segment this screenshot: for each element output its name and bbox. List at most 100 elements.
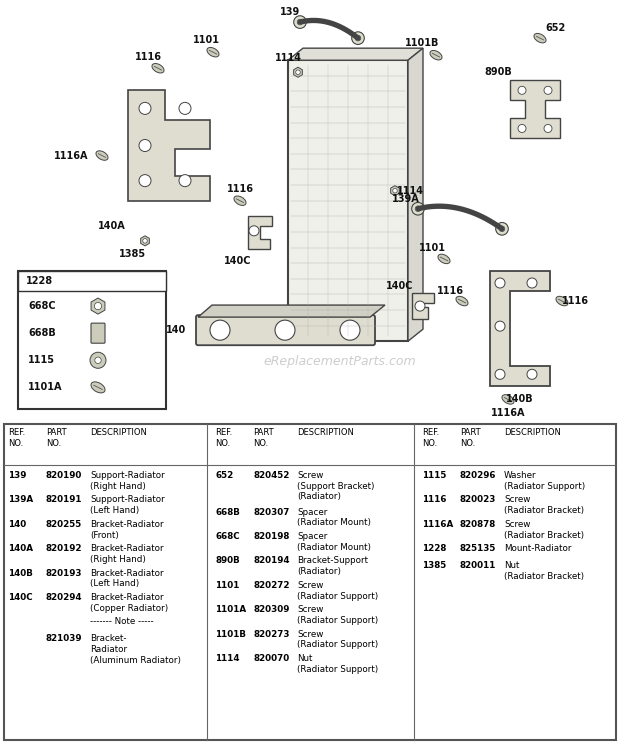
Text: DESCRIPTION: DESCRIPTION — [90, 429, 147, 437]
Circle shape — [495, 278, 505, 288]
Circle shape — [415, 301, 425, 311]
Circle shape — [179, 103, 191, 115]
Text: 820190: 820190 — [46, 471, 82, 480]
Text: 1101B: 1101B — [405, 38, 439, 48]
Text: PART
NO.: PART NO. — [460, 429, 481, 448]
Text: 140B: 140B — [506, 394, 534, 405]
Polygon shape — [288, 48, 423, 60]
Text: 1115: 1115 — [422, 471, 446, 480]
Ellipse shape — [534, 33, 546, 43]
Text: 652: 652 — [215, 471, 233, 480]
Ellipse shape — [456, 296, 468, 306]
Text: 139: 139 — [8, 471, 27, 480]
Text: 1116: 1116 — [436, 286, 464, 296]
Text: 820070: 820070 — [253, 654, 290, 663]
Circle shape — [143, 239, 148, 243]
Ellipse shape — [207, 48, 219, 57]
Text: 1101: 1101 — [192, 35, 219, 45]
Polygon shape — [141, 236, 149, 246]
Text: Bracket-Radiator
(Copper Radiator): Bracket-Radiator (Copper Radiator) — [90, 593, 168, 613]
Text: 820309: 820309 — [253, 606, 290, 615]
Text: 1101B: 1101B — [215, 629, 246, 638]
Text: 668B: 668B — [215, 507, 240, 516]
Text: Spacer
(Radiator Mount): Spacer (Radiator Mount) — [297, 532, 371, 552]
FancyBboxPatch shape — [4, 424, 616, 740]
Text: 1114: 1114 — [397, 186, 423, 196]
Text: 1116A: 1116A — [422, 520, 453, 529]
Text: 820193: 820193 — [46, 568, 82, 577]
Text: Screw
(Radiator Support): Screw (Radiator Support) — [297, 581, 378, 600]
Text: 825135: 825135 — [460, 544, 497, 554]
Text: 820255: 820255 — [46, 520, 82, 529]
Ellipse shape — [438, 254, 450, 263]
Polygon shape — [248, 216, 272, 249]
Circle shape — [275, 320, 295, 340]
Text: 821039: 821039 — [46, 635, 82, 644]
Text: Nut
(Radiator Bracket): Nut (Radiator Bracket) — [504, 561, 584, 581]
Text: 1385: 1385 — [422, 561, 446, 570]
Circle shape — [499, 226, 505, 231]
Polygon shape — [510, 80, 560, 138]
Ellipse shape — [152, 63, 164, 73]
Text: 140A: 140A — [98, 221, 126, 231]
Text: 139A: 139A — [392, 193, 420, 204]
Text: 820273: 820273 — [253, 629, 290, 638]
Circle shape — [412, 202, 424, 215]
Text: 820192: 820192 — [46, 544, 82, 554]
Circle shape — [495, 321, 505, 331]
Text: Washer
(Radiator Support): Washer (Radiator Support) — [504, 471, 585, 491]
Text: 820023: 820023 — [460, 496, 497, 504]
Text: 820296: 820296 — [460, 471, 497, 480]
Text: 820011: 820011 — [460, 561, 497, 570]
Circle shape — [297, 19, 303, 25]
Text: 1114: 1114 — [215, 654, 239, 663]
Text: 1101A: 1101A — [28, 382, 63, 392]
Text: 140C: 140C — [224, 256, 252, 266]
Text: REF.
NO.: REF. NO. — [8, 429, 25, 448]
Text: Screw
(Radiator Support): Screw (Radiator Support) — [297, 606, 378, 625]
Circle shape — [355, 35, 361, 41]
Text: 139: 139 — [280, 7, 300, 17]
Text: DESCRIPTION: DESCRIPTION — [504, 429, 561, 437]
Text: eReplacementParts.com: eReplacementParts.com — [264, 355, 416, 368]
Text: Bracket-Radiator
(Right Hand): Bracket-Radiator (Right Hand) — [90, 544, 164, 564]
FancyBboxPatch shape — [18, 271, 166, 291]
FancyBboxPatch shape — [18, 271, 166, 409]
Text: 820198: 820198 — [253, 532, 290, 541]
Text: Screw
(Radiator Support): Screw (Radiator Support) — [297, 629, 378, 650]
Polygon shape — [391, 186, 399, 196]
Text: 1116: 1116 — [135, 52, 161, 62]
Text: 140B: 140B — [8, 568, 33, 577]
Circle shape — [495, 369, 505, 379]
Circle shape — [95, 357, 101, 364]
Text: REF.
NO.: REF. NO. — [422, 429, 439, 448]
Text: 140: 140 — [166, 325, 186, 335]
FancyBboxPatch shape — [288, 60, 408, 341]
Text: 820307: 820307 — [253, 507, 290, 516]
Text: REF.
NO.: REF. NO. — [215, 429, 232, 448]
Text: Spacer
(Radiator Mount): Spacer (Radiator Mount) — [297, 507, 371, 527]
Text: 1101: 1101 — [418, 243, 446, 253]
Circle shape — [518, 124, 526, 132]
Ellipse shape — [556, 296, 568, 306]
Circle shape — [415, 206, 421, 211]
Text: 1116: 1116 — [226, 184, 254, 193]
FancyBboxPatch shape — [91, 323, 105, 343]
Text: 820194: 820194 — [253, 557, 290, 565]
Text: Support-Radiator
(Left Hand): Support-Radiator (Left Hand) — [90, 496, 165, 515]
Text: 1116: 1116 — [422, 496, 446, 504]
Ellipse shape — [91, 382, 105, 393]
Text: 140A: 140A — [8, 544, 33, 554]
Text: 890B: 890B — [215, 557, 240, 565]
Ellipse shape — [96, 151, 108, 160]
Text: 668B: 668B — [28, 328, 56, 339]
Text: DESCRIPTION: DESCRIPTION — [297, 429, 354, 437]
Text: 1116: 1116 — [562, 296, 588, 306]
Polygon shape — [128, 90, 210, 201]
Text: Screw
(Radiator Bracket): Screw (Radiator Bracket) — [504, 520, 584, 539]
Text: 820191: 820191 — [46, 496, 82, 504]
Text: 1115: 1115 — [28, 356, 55, 365]
Text: PART
NO.: PART NO. — [46, 429, 66, 448]
Circle shape — [392, 188, 397, 193]
Text: Mount-Radiator: Mount-Radiator — [504, 544, 572, 554]
